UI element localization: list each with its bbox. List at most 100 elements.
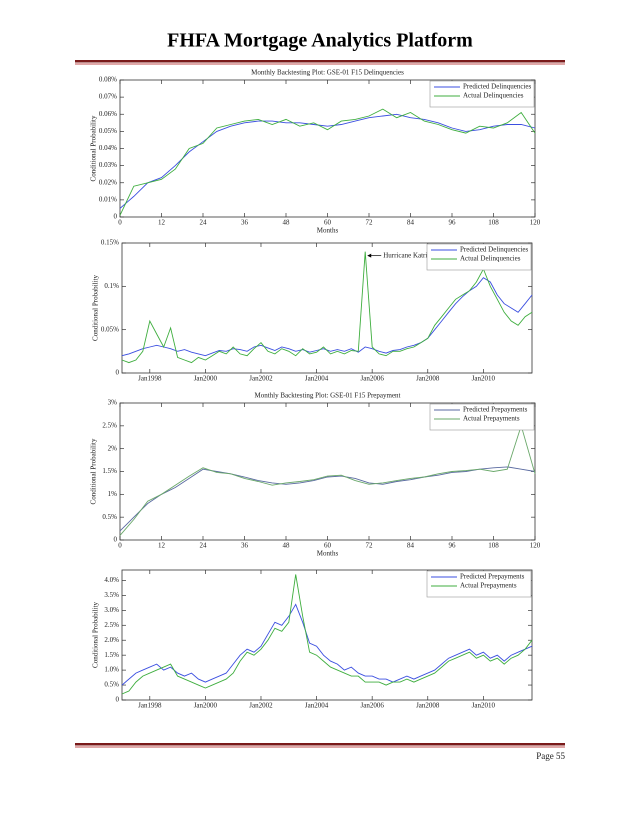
legend-label: Predicted Delinquencies bbox=[463, 83, 532, 91]
x-tick-label: 108 bbox=[488, 219, 499, 227]
x-tick-label: 12 bbox=[158, 219, 166, 227]
y-axis-label: Conditional Probability bbox=[92, 602, 100, 668]
x-tick-label: 0 bbox=[118, 542, 122, 550]
x-tick-label: 24 bbox=[200, 542, 208, 550]
legend-label: Predicted Prepayments bbox=[460, 573, 525, 581]
y-tick-label: 0 bbox=[114, 213, 118, 221]
y-tick-label: 0.06% bbox=[99, 110, 117, 118]
y-tick-label: 3.0% bbox=[104, 606, 119, 614]
header-rule-thin bbox=[75, 63, 565, 65]
y-axis-label: Conditional Probability bbox=[92, 275, 100, 341]
page-title: FHFA Mortgage Analytics Platform bbox=[167, 30, 473, 52]
x-tick-label: Jan2000 bbox=[194, 375, 218, 383]
legend-box bbox=[426, 570, 532, 598]
x-tick-label: Jan2010 bbox=[472, 702, 496, 710]
y-tick-label: 0.5% bbox=[104, 681, 119, 689]
x-tick-label: 60 bbox=[324, 219, 332, 227]
x-tick-label: Jan2006 bbox=[360, 375, 384, 383]
x-tick-label: 48 bbox=[283, 219, 291, 227]
y-tick-label: 0.04% bbox=[99, 144, 117, 152]
x-tick-label: 120 bbox=[530, 542, 541, 550]
x-tick-label: 60 bbox=[324, 542, 332, 550]
x-tick-label: 36 bbox=[241, 219, 249, 227]
series-line bbox=[119, 113, 536, 209]
y-tick-label: 3% bbox=[108, 399, 118, 407]
x-tick-label: 84 bbox=[407, 219, 415, 227]
x-tick-label: Jan2006 bbox=[360, 702, 384, 710]
y-tick-label: 3.5% bbox=[104, 591, 119, 599]
y-tick-label: 0.05% bbox=[101, 325, 119, 333]
x-tick-label: Jan2000 bbox=[194, 702, 218, 710]
x-tick-label: 0 bbox=[118, 219, 122, 227]
y-tick-label: 1.5% bbox=[102, 467, 117, 475]
y-tick-label: 1.5% bbox=[104, 651, 119, 659]
y-tick-label: 2% bbox=[108, 444, 118, 452]
x-tick-label: 72 bbox=[366, 542, 374, 550]
y-tick-label: 0.01% bbox=[99, 195, 117, 203]
plot-frame bbox=[121, 242, 533, 374]
y-tick-label: 0 bbox=[114, 536, 118, 544]
y-tick-label: 0.5% bbox=[102, 513, 117, 521]
x-tick-label: 24 bbox=[200, 219, 208, 227]
plot-frame bbox=[121, 569, 533, 701]
x-tick-label: Jan1998 bbox=[138, 702, 162, 710]
series-line bbox=[121, 251, 533, 364]
chart-title: Monthly Backtesting Plot: GSE-01 F15 Del… bbox=[251, 69, 404, 77]
y-tick-label: 0.15% bbox=[101, 239, 119, 247]
x-axis-label: Months bbox=[317, 227, 339, 235]
footer-rule bbox=[75, 743, 565, 746]
x-tick-label: 120 bbox=[530, 219, 541, 227]
header-rule bbox=[75, 60, 565, 63]
y-tick-label: 0.03% bbox=[99, 161, 117, 169]
y-tick-label: 0.02% bbox=[99, 178, 117, 186]
series-line bbox=[119, 108, 536, 216]
y-tick-label: 0.1% bbox=[104, 282, 119, 290]
x-tick-label: 96 bbox=[449, 542, 457, 550]
y-axis-label: Conditional Probability bbox=[90, 115, 98, 181]
x-tick-label: 36 bbox=[241, 542, 249, 550]
page-number: Page 55 bbox=[536, 751, 565, 761]
legend-label: Actual Delinquencies bbox=[463, 92, 524, 100]
x-tick-label: 84 bbox=[407, 542, 415, 550]
y-tick-label: 2.5% bbox=[102, 421, 117, 429]
series-line bbox=[121, 574, 533, 695]
legend-box bbox=[426, 243, 532, 271]
annotation-arrowhead bbox=[367, 253, 372, 258]
legend-box bbox=[429, 80, 535, 108]
y-tick-label: 0 bbox=[116, 696, 120, 704]
legend-label: Actual Prepayments bbox=[463, 415, 520, 423]
series-line bbox=[121, 603, 533, 686]
y-tick-label: 1% bbox=[108, 490, 118, 498]
x-tick-label: Jan2010 bbox=[472, 375, 496, 383]
x-tick-label: Jan2008 bbox=[416, 375, 440, 383]
x-tick-label: 108 bbox=[488, 542, 499, 550]
chart-title: Monthly Backtesting Plot: GSE-01 F15 Pre… bbox=[254, 392, 400, 400]
legend-label: Predicted Delinquencies bbox=[460, 246, 529, 254]
y-tick-label: 4.0% bbox=[104, 576, 119, 584]
x-tick-label: Jan1998 bbox=[138, 375, 162, 383]
x-tick-label: Jan2002 bbox=[249, 702, 273, 710]
x-tick-label: 48 bbox=[283, 542, 291, 550]
x-tick-label: Jan2008 bbox=[416, 702, 440, 710]
y-tick-label: 2.5% bbox=[104, 621, 119, 629]
legend-label: Actual Prepayments bbox=[460, 582, 517, 590]
x-tick-label: 72 bbox=[366, 219, 374, 227]
x-tick-label: 12 bbox=[158, 542, 166, 550]
legend-label: Predicted Prepayments bbox=[463, 406, 528, 414]
x-tick-label: Jan2002 bbox=[249, 375, 273, 383]
x-tick-label: 96 bbox=[449, 219, 457, 227]
y-tick-label: 1.0% bbox=[104, 666, 119, 674]
x-tick-label: Jan2004 bbox=[305, 702, 329, 710]
y-tick-label: 0.08% bbox=[99, 76, 117, 84]
footer-rule-thin bbox=[75, 746, 565, 748]
legend-box bbox=[429, 403, 535, 431]
legend-label: Actual Delinquencies bbox=[460, 255, 521, 263]
y-tick-label: 2.0% bbox=[104, 636, 119, 644]
y-tick-label: 0.07% bbox=[99, 93, 117, 101]
y-tick-label: 0 bbox=[116, 369, 120, 377]
x-axis-label: Months bbox=[317, 550, 339, 558]
y-axis-label: Conditional Probability bbox=[90, 438, 98, 504]
x-tick-label: Jan2004 bbox=[305, 375, 329, 383]
